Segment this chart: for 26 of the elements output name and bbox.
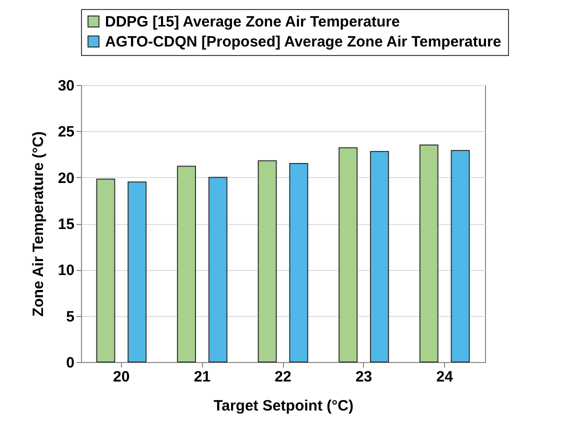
legend-label: AGTO-CDQN [Proposed] Average Zone Air Temperature [105, 34, 502, 50]
x-tick-label: 22 [274, 368, 292, 386]
x-tick-label: 21 [194, 368, 211, 386]
bar [96, 178, 116, 362]
y-axis-title: Zone Air Temperature (°C) [30, 131, 47, 317]
y-tick-label: 20 [58, 170, 74, 187]
bar [208, 176, 228, 362]
y-tick-label: 5 [66, 308, 74, 326]
bar [338, 147, 358, 362]
x-axis-title: Target Setpoint (°C) [214, 398, 354, 414]
y-tick-label: 10 [58, 262, 74, 280]
bar [419, 144, 438, 362]
y-tick-label: 25 [58, 124, 74, 141]
y-tick-label: 30 [58, 78, 74, 94]
bar [128, 181, 147, 362]
x-tick-label: 23 [355, 368, 372, 386]
x-tick-label: 24 [436, 368, 454, 386]
bar [370, 150, 390, 362]
bar [176, 166, 196, 362]
bar [450, 150, 470, 362]
x-tick-label: 20 [113, 368, 130, 386]
bar [289, 162, 308, 362]
bar [258, 160, 277, 362]
legend-label: DDPG [15] Average Zone Air Temperature [105, 14, 400, 30]
y-tick-label: 15 [58, 216, 74, 233]
y-tick-label: 0 [66, 354, 74, 372]
